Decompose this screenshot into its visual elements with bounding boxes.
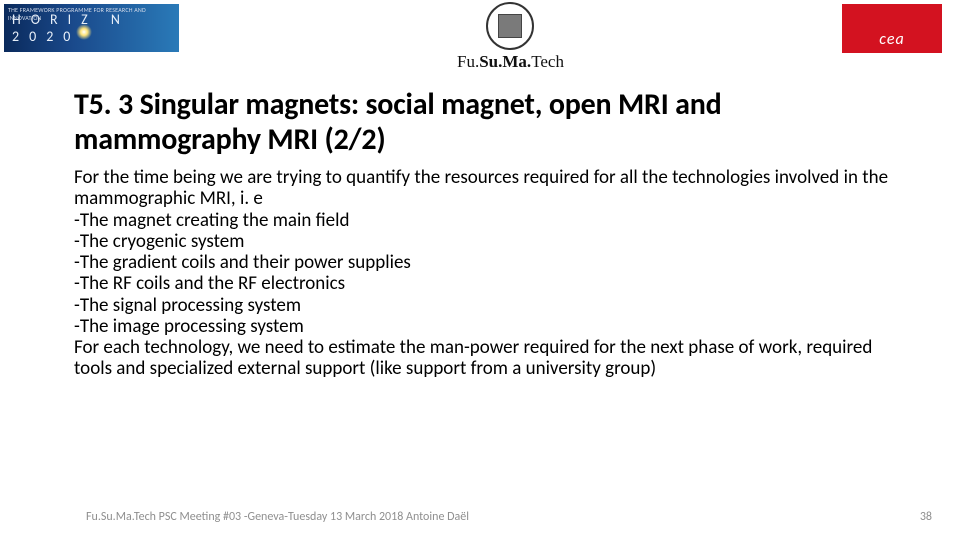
fusumatech-logo: Fu.Su.Ma.Tech [457, 2, 564, 72]
body-item: -The signal processing system [74, 295, 900, 316]
slide-number: 38 [920, 510, 932, 524]
cea-logo: cea [842, 4, 942, 53]
body-item: -The gradient coils and their power supp… [74, 252, 900, 273]
slide-title: T5. 3 Singular magnets: social magnet, o… [74, 88, 900, 157]
cea-text: cea [879, 30, 904, 49]
slide-body: For the time being we are trying to quan… [74, 167, 900, 380]
body-item: -The image processing system [74, 316, 900, 337]
horizon-caption: THE FRAMEWORK PROGRAMME FOR RESEARCH AND… [8, 6, 179, 22]
body-item: -The RF coils and the RF electronics [74, 273, 900, 294]
sun-icon [76, 24, 92, 40]
footer: Fu.Su.Ma.Tech PSC Meeting #03 -Geneva-Tu… [0, 510, 960, 524]
header: THE FRAMEWORK PROGRAMME FOR RESEARCH AND… [0, 0, 960, 76]
ring-icon [486, 2, 534, 50]
body-item: -The magnet creating the main field [74, 210, 900, 231]
footer-left: Fu.Su.Ma.Tech PSC Meeting #03 -Geneva-Tu… [86, 510, 469, 524]
horizon-2020-logo: THE FRAMEWORK PROGRAMME FOR RESEARCH AND… [4, 4, 179, 52]
magnet-icon [498, 14, 522, 38]
body-intro: For the time being we are trying to quan… [74, 167, 900, 210]
body-outro: For each technology, we need to estimate… [74, 337, 900, 380]
brand-text: Fu.Su.Ma.Tech [457, 52, 564, 72]
body-item: -The cryogenic system [74, 231, 900, 252]
